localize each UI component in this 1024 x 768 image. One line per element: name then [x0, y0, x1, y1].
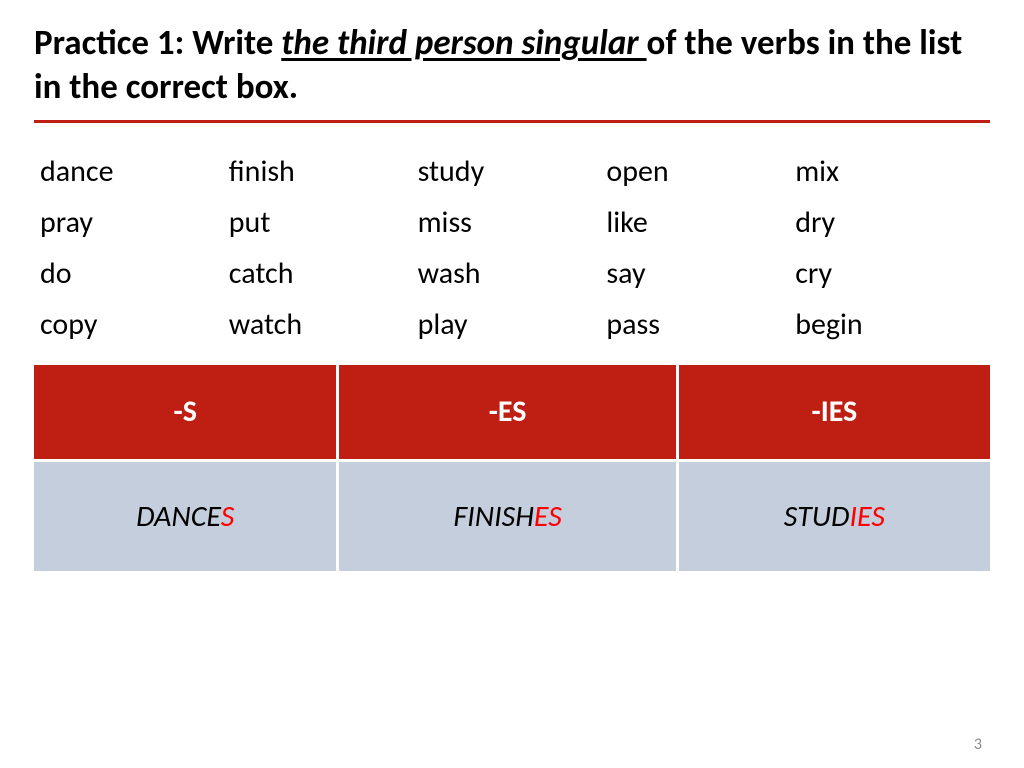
- verb-cell: like: [606, 204, 795, 241]
- verb-cell: dance: [40, 153, 229, 190]
- page-number: 3: [974, 735, 982, 754]
- verb-list-grid: dance finish study open mix pray put mis…: [34, 153, 990, 343]
- verb-cell: copy: [40, 306, 229, 343]
- exercise-title: Practice 1: Write the third person singu…: [34, 22, 990, 123]
- verb-cell: cry: [795, 255, 984, 292]
- example-base: DANCE: [136, 498, 221, 535]
- verb-cell: finish: [229, 153, 418, 190]
- verb-cell: play: [418, 306, 607, 343]
- verb-cell: put: [229, 204, 418, 241]
- verb-cell: begin: [795, 306, 984, 343]
- example-suffix: S: [221, 498, 235, 535]
- example-base: FINISH: [453, 498, 534, 535]
- verb-cell: dry: [795, 204, 984, 241]
- suffix-sort-table: -S -ES -IES DANCES FINISHES STUDIES: [34, 365, 990, 571]
- verb-cell: mix: [795, 153, 984, 190]
- verb-cell: study: [418, 153, 607, 190]
- example-cell-ies: STUDIES: [677, 461, 990, 571]
- title-prefix: Practice 1: Write: [34, 22, 281, 64]
- table-header-ies: -IES: [677, 365, 990, 461]
- table-header-es: -ES: [338, 365, 677, 461]
- verb-cell: say: [606, 255, 795, 292]
- verb-cell: pray: [40, 204, 229, 241]
- verb-cell: pass: [606, 306, 795, 343]
- example-suffix: IES: [849, 498, 884, 535]
- verb-cell: watch: [229, 306, 418, 343]
- example-base: STUD: [784, 498, 850, 535]
- verb-cell: miss: [418, 204, 607, 241]
- verb-cell: wash: [418, 255, 607, 292]
- example-cell-s: DANCES: [34, 461, 338, 571]
- table-header-s: -S: [34, 365, 338, 461]
- verb-cell: do: [40, 255, 229, 292]
- verb-cell: open: [606, 153, 795, 190]
- example-suffix: ES: [534, 498, 562, 535]
- verb-cell: catch: [229, 255, 418, 292]
- title-emphasis: the third person singular: [281, 22, 646, 64]
- example-cell-es: FINISHES: [338, 461, 677, 571]
